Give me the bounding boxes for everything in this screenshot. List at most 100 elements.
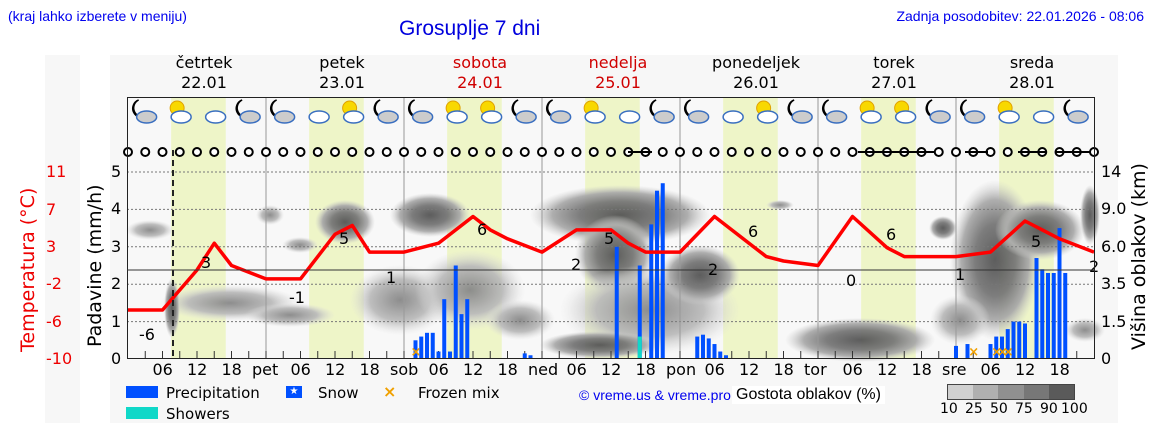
day-date: 24.01: [457, 73, 503, 92]
day-date: 27.01: [871, 73, 917, 92]
axis-tick: 11: [46, 162, 67, 181]
axis-tick: -6: [46, 312, 62, 331]
x-tick: 06: [566, 360, 587, 379]
svg-text:×: ×: [968, 345, 979, 360]
density-tick: 75: [1015, 401, 1033, 417]
temperature-line: [128, 214, 1095, 312]
svg-text:-1: -1: [289, 288, 305, 307]
svg-text:5: 5: [604, 229, 614, 248]
density-tick: 90: [1040, 401, 1058, 417]
day-name: torek: [873, 53, 915, 72]
x-tick: 12: [187, 360, 208, 379]
precipitation-bars: × × ×××: [411, 183, 1068, 360]
svg-text:5: 5: [339, 229, 349, 248]
x-tick: 06: [980, 360, 1001, 379]
axis-tick: 6.0: [1101, 236, 1127, 256]
day-name: sobota: [452, 53, 508, 72]
x-tick: 06: [428, 360, 449, 379]
cloud-density-title: Gostota oblakov (%): [732, 386, 885, 404]
snow-icon: ★: [286, 386, 302, 398]
svg-text:-6: -6: [139, 325, 155, 344]
svg-text:1: 1: [386, 268, 396, 287]
x-tick: 06: [842, 360, 863, 379]
axis-tick: 3.5: [1101, 274, 1127, 294]
x-tick: 06: [704, 360, 725, 379]
frozen-mix-icon: ×: [383, 382, 397, 401]
axis-tick: 1.5: [1101, 311, 1127, 331]
day-label: sobota 24.01: [420, 53, 540, 93]
legend-showers-swatch: [126, 407, 158, 419]
x-tick: 18: [635, 360, 656, 379]
x-tick: 18: [359, 360, 380, 379]
density-tick: 10: [940, 401, 958, 417]
day-name: četrtek: [175, 53, 233, 72]
axis-tick: 5: [111, 162, 122, 181]
day-label: nedelja 25.01: [558, 53, 678, 93]
x-tick: 18: [773, 360, 794, 379]
axis-tick: 3: [46, 237, 57, 256]
x-tick: 12: [877, 360, 898, 379]
x-tick: tor: [804, 360, 827, 379]
svg-text:×: ×: [411, 345, 422, 360]
x-tick: 18: [497, 360, 518, 379]
x-tick: 12: [463, 360, 484, 379]
wind-row: [123, 147, 1099, 157]
x-tick: ned: [528, 360, 559, 379]
svg-text:6: 6: [748, 222, 758, 241]
day-name: ponedeljek: [712, 53, 800, 72]
density-tick: 50: [990, 401, 1008, 417]
axis-tick: -10: [46, 349, 73, 368]
svg-text:1: 1: [955, 265, 965, 284]
cloud-density-scale: [947, 384, 1075, 400]
legend-frozen-mix-label: Frozen mix: [418, 384, 500, 402]
day-date: 28.01: [1009, 73, 1055, 92]
day-date: 25.01: [595, 73, 641, 92]
day-date: 22.01: [181, 73, 227, 92]
x-tick: 06: [290, 360, 311, 379]
last-updated: Zadnja posodobitev: 22.01.2026 - 08:06: [896, 8, 1144, 24]
legend-snow-label: Snow: [318, 384, 359, 402]
copyright-link[interactable]: © vreme.us & vreme.pro: [579, 387, 731, 403]
day-label: ponedeljek 26.01: [696, 53, 816, 93]
density-tick: 100: [1061, 401, 1088, 417]
day-date: 23.01: [319, 73, 365, 92]
day-name: nedelja: [588, 53, 648, 72]
axis-tick: 7: [46, 200, 57, 219]
x-tick: 12: [1015, 360, 1036, 379]
day-label: petek 23.01: [282, 53, 402, 93]
x-tick: 12: [601, 360, 622, 379]
svg-text:0: 0: [846, 271, 856, 290]
axis-tick: 4: [111, 199, 122, 219]
x-tick: 18: [1049, 360, 1070, 379]
x-tick: sob: [390, 360, 419, 379]
legend-precipitation-label: Precipitation: [166, 384, 260, 402]
axis-tick: 9.0: [1101, 199, 1127, 219]
legend-showers-label: Showers: [166, 405, 230, 423]
svg-text:6: 6: [886, 225, 896, 244]
day-name: sreda: [1009, 53, 1055, 72]
x-tick: 18: [911, 360, 932, 379]
axis-tick: -2: [46, 274, 62, 293]
location-hint: (kraj lahko izberete v meniju): [8, 8, 187, 24]
axis-tick: 0: [111, 349, 122, 368]
day-date: 26.01: [733, 73, 779, 92]
page-title: Grosuplje 7 dni: [399, 17, 541, 40]
weather-icons-row: [132, 99, 1089, 124]
x-tick: pet: [252, 360, 279, 379]
day-name: petek: [319, 53, 365, 72]
legend-precipitation-swatch: [126, 386, 158, 398]
axis-tick: 3: [111, 236, 122, 256]
axis-tick: 14: [1101, 162, 1122, 181]
svg-text:3: 3: [201, 253, 211, 272]
axis-tick: 2: [111, 274, 122, 294]
x-tick: sre: [942, 360, 967, 379]
axis-tick: 1: [111, 311, 122, 331]
axis-tick: 0: [1101, 349, 1112, 368]
day-label: torek 27.01: [834, 53, 954, 93]
x-tick: 12: [739, 360, 760, 379]
density-tick: 25: [965, 401, 983, 417]
svg-text:6: 6: [477, 220, 487, 239]
day-label: sreda 28.01: [972, 53, 1092, 93]
temp-axis-panel: [45, 55, 80, 423]
